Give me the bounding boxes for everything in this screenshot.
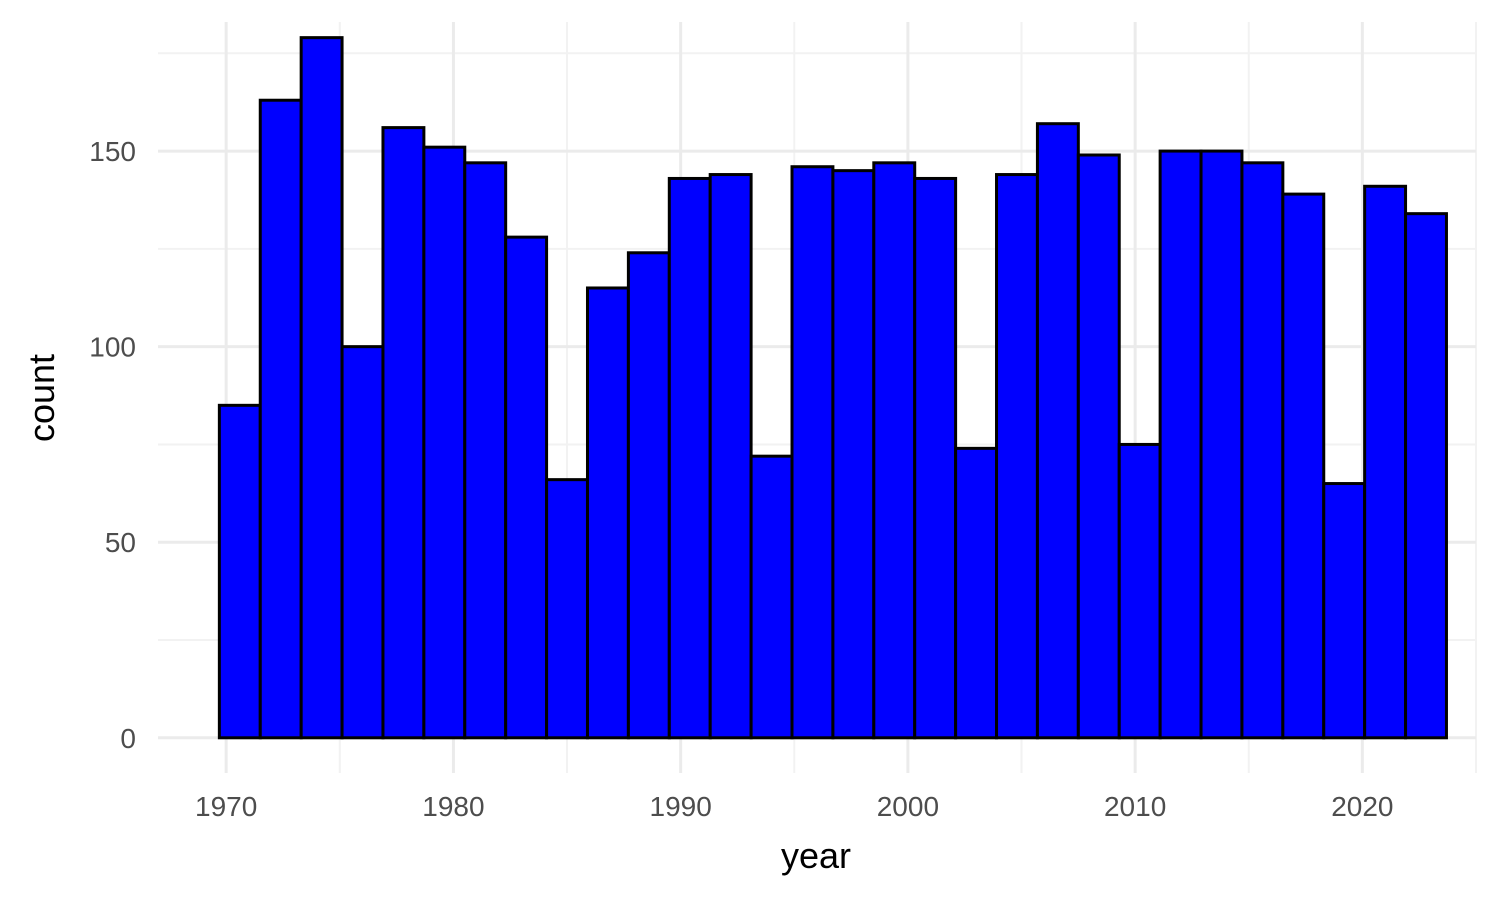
histogram-bar-7	[463, 161, 508, 740]
histogram-bar-19	[954, 446, 999, 740]
histogram-bar-8	[504, 235, 549, 740]
histogram-bar-27	[1281, 192, 1326, 740]
histogram-bar-24	[1158, 149, 1203, 740]
y-tick-label-0: 0	[120, 723, 136, 754]
histogram-bar-11	[626, 251, 671, 740]
x-tick-label-1990: 1990	[650, 791, 712, 822]
histogram-bar-16	[831, 169, 876, 740]
histogram-bar-28	[1322, 482, 1367, 740]
histogram-bar-26	[1240, 161, 1285, 740]
y-tick-label-150: 150	[89, 136, 136, 167]
histogram-bar-12	[667, 176, 712, 740]
histogram-bar-22	[1076, 153, 1121, 740]
histogram-bar-23	[1117, 442, 1162, 740]
histogram-bar-10	[585, 286, 630, 740]
histogram-bar-5	[381, 126, 426, 740]
histogram-bar-2	[258, 98, 303, 740]
histogram-bar-13	[708, 173, 753, 740]
x-tick-label-1980: 1980	[422, 791, 484, 822]
x-tick-label-2000: 2000	[877, 791, 939, 822]
x-axis-tick-labels: 1970 1980 1990 2000 2010 2020	[195, 791, 1394, 822]
histogram-bars	[217, 36, 1448, 740]
histogram-bar-30	[1404, 212, 1448, 740]
y-tick-label-50: 50	[105, 527, 136, 558]
x-tick-label-2010: 2010	[1104, 791, 1166, 822]
histogram-bar-20	[995, 173, 1039, 740]
x-tick-label-2020: 2020	[1331, 791, 1393, 822]
histogram-bar-3	[299, 36, 344, 740]
histogram-bar-18	[913, 176, 958, 740]
histogram-bar-25	[1199, 149, 1244, 740]
histogram-bar-15	[790, 165, 835, 740]
x-tick-label-1970: 1970	[195, 791, 257, 822]
x-axis-title: year	[781, 835, 851, 876]
histogram-bar-17	[872, 161, 917, 740]
histogram-bar-14	[749, 454, 794, 740]
histogram-bar-4	[340, 345, 385, 740]
histogram-bar-1	[217, 403, 262, 740]
histogram-bar-6	[422, 145, 467, 740]
y-axis-title: count	[21, 354, 62, 442]
histogram-bar-29	[1363, 184, 1408, 740]
histogram-bar-21	[1035, 122, 1080, 740]
y-tick-label-100: 100	[89, 332, 136, 363]
histogram-bar-9	[545, 478, 589, 740]
y-axis-tick-labels: 0 50 100 150	[89, 136, 136, 754]
